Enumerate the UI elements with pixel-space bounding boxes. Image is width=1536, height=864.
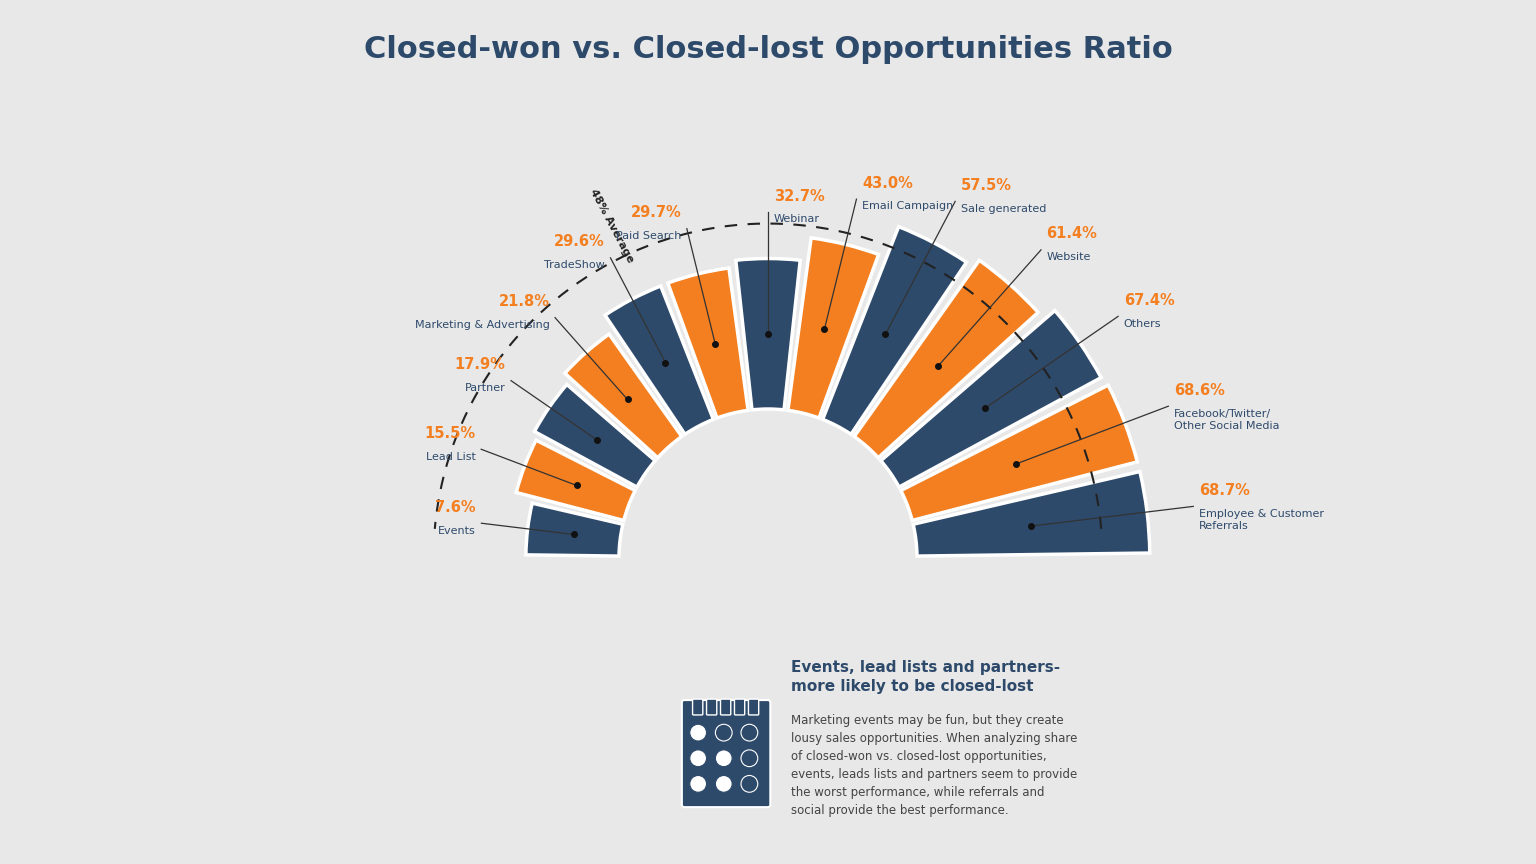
Text: Email Campaign: Email Campaign bbox=[862, 201, 954, 212]
FancyBboxPatch shape bbox=[748, 699, 759, 715]
Text: Marketing & Advertising: Marketing & Advertising bbox=[415, 320, 550, 330]
Text: Lead List: Lead List bbox=[425, 452, 476, 461]
Text: 17.9%: 17.9% bbox=[455, 358, 505, 372]
Text: 57.5%: 57.5% bbox=[960, 178, 1012, 193]
Circle shape bbox=[740, 750, 757, 766]
Text: Facebook/Twitter/
Other Social Media: Facebook/Twitter/ Other Social Media bbox=[1174, 409, 1279, 431]
Wedge shape bbox=[912, 472, 1150, 556]
Text: Sale generated: Sale generated bbox=[960, 204, 1046, 213]
FancyBboxPatch shape bbox=[720, 699, 731, 715]
Text: 15.5%: 15.5% bbox=[424, 426, 476, 441]
Wedge shape bbox=[880, 310, 1101, 487]
Text: Marketing events may be fun, but they create
lousy sales opportunities. When ana: Marketing events may be fun, but they cr… bbox=[791, 714, 1078, 817]
Text: Events, lead lists and partners-
more likely to be closed-lost: Events, lead lists and partners- more li… bbox=[791, 660, 1060, 694]
Text: 29.6%: 29.6% bbox=[554, 234, 605, 250]
Wedge shape bbox=[668, 268, 748, 418]
Text: 43.0%: 43.0% bbox=[862, 175, 912, 191]
Circle shape bbox=[740, 776, 757, 792]
Text: 67.4%: 67.4% bbox=[1124, 293, 1175, 308]
Text: 61.4%: 61.4% bbox=[1046, 226, 1097, 242]
Wedge shape bbox=[525, 503, 624, 556]
Circle shape bbox=[740, 724, 757, 741]
Wedge shape bbox=[565, 334, 682, 458]
Circle shape bbox=[690, 776, 707, 792]
Text: Website: Website bbox=[1046, 252, 1091, 262]
FancyBboxPatch shape bbox=[707, 699, 717, 715]
Wedge shape bbox=[854, 260, 1038, 458]
Text: Employee & Customer
Referrals: Employee & Customer Referrals bbox=[1198, 509, 1324, 531]
Circle shape bbox=[690, 750, 707, 766]
Text: 68.6%: 68.6% bbox=[1174, 383, 1224, 397]
Wedge shape bbox=[535, 384, 656, 487]
Text: Closed-won vs. Closed-lost Opportunities Ratio: Closed-won vs. Closed-lost Opportunities… bbox=[364, 35, 1172, 64]
Text: Events: Events bbox=[438, 525, 476, 536]
Text: 29.7%: 29.7% bbox=[630, 206, 682, 220]
FancyBboxPatch shape bbox=[734, 699, 745, 715]
Text: Webinar: Webinar bbox=[774, 214, 820, 225]
Text: 48% Average: 48% Average bbox=[588, 187, 636, 264]
Wedge shape bbox=[823, 226, 966, 435]
FancyBboxPatch shape bbox=[693, 699, 703, 715]
Text: Partner: Partner bbox=[465, 383, 505, 393]
Text: Paid Search: Paid Search bbox=[616, 231, 682, 241]
Circle shape bbox=[716, 776, 733, 792]
Text: 7.6%: 7.6% bbox=[435, 500, 476, 515]
Wedge shape bbox=[605, 286, 713, 435]
Circle shape bbox=[690, 724, 707, 741]
Circle shape bbox=[716, 724, 733, 741]
Wedge shape bbox=[736, 258, 800, 410]
Wedge shape bbox=[788, 238, 879, 418]
Text: 21.8%: 21.8% bbox=[499, 295, 550, 309]
Text: 68.7%: 68.7% bbox=[1198, 483, 1250, 498]
Text: Others: Others bbox=[1124, 319, 1161, 328]
FancyBboxPatch shape bbox=[682, 700, 771, 807]
Wedge shape bbox=[900, 385, 1137, 520]
Wedge shape bbox=[516, 440, 636, 520]
Text: 32.7%: 32.7% bbox=[774, 188, 825, 204]
Text: TradeShow: TradeShow bbox=[544, 260, 605, 270]
Circle shape bbox=[716, 750, 733, 766]
